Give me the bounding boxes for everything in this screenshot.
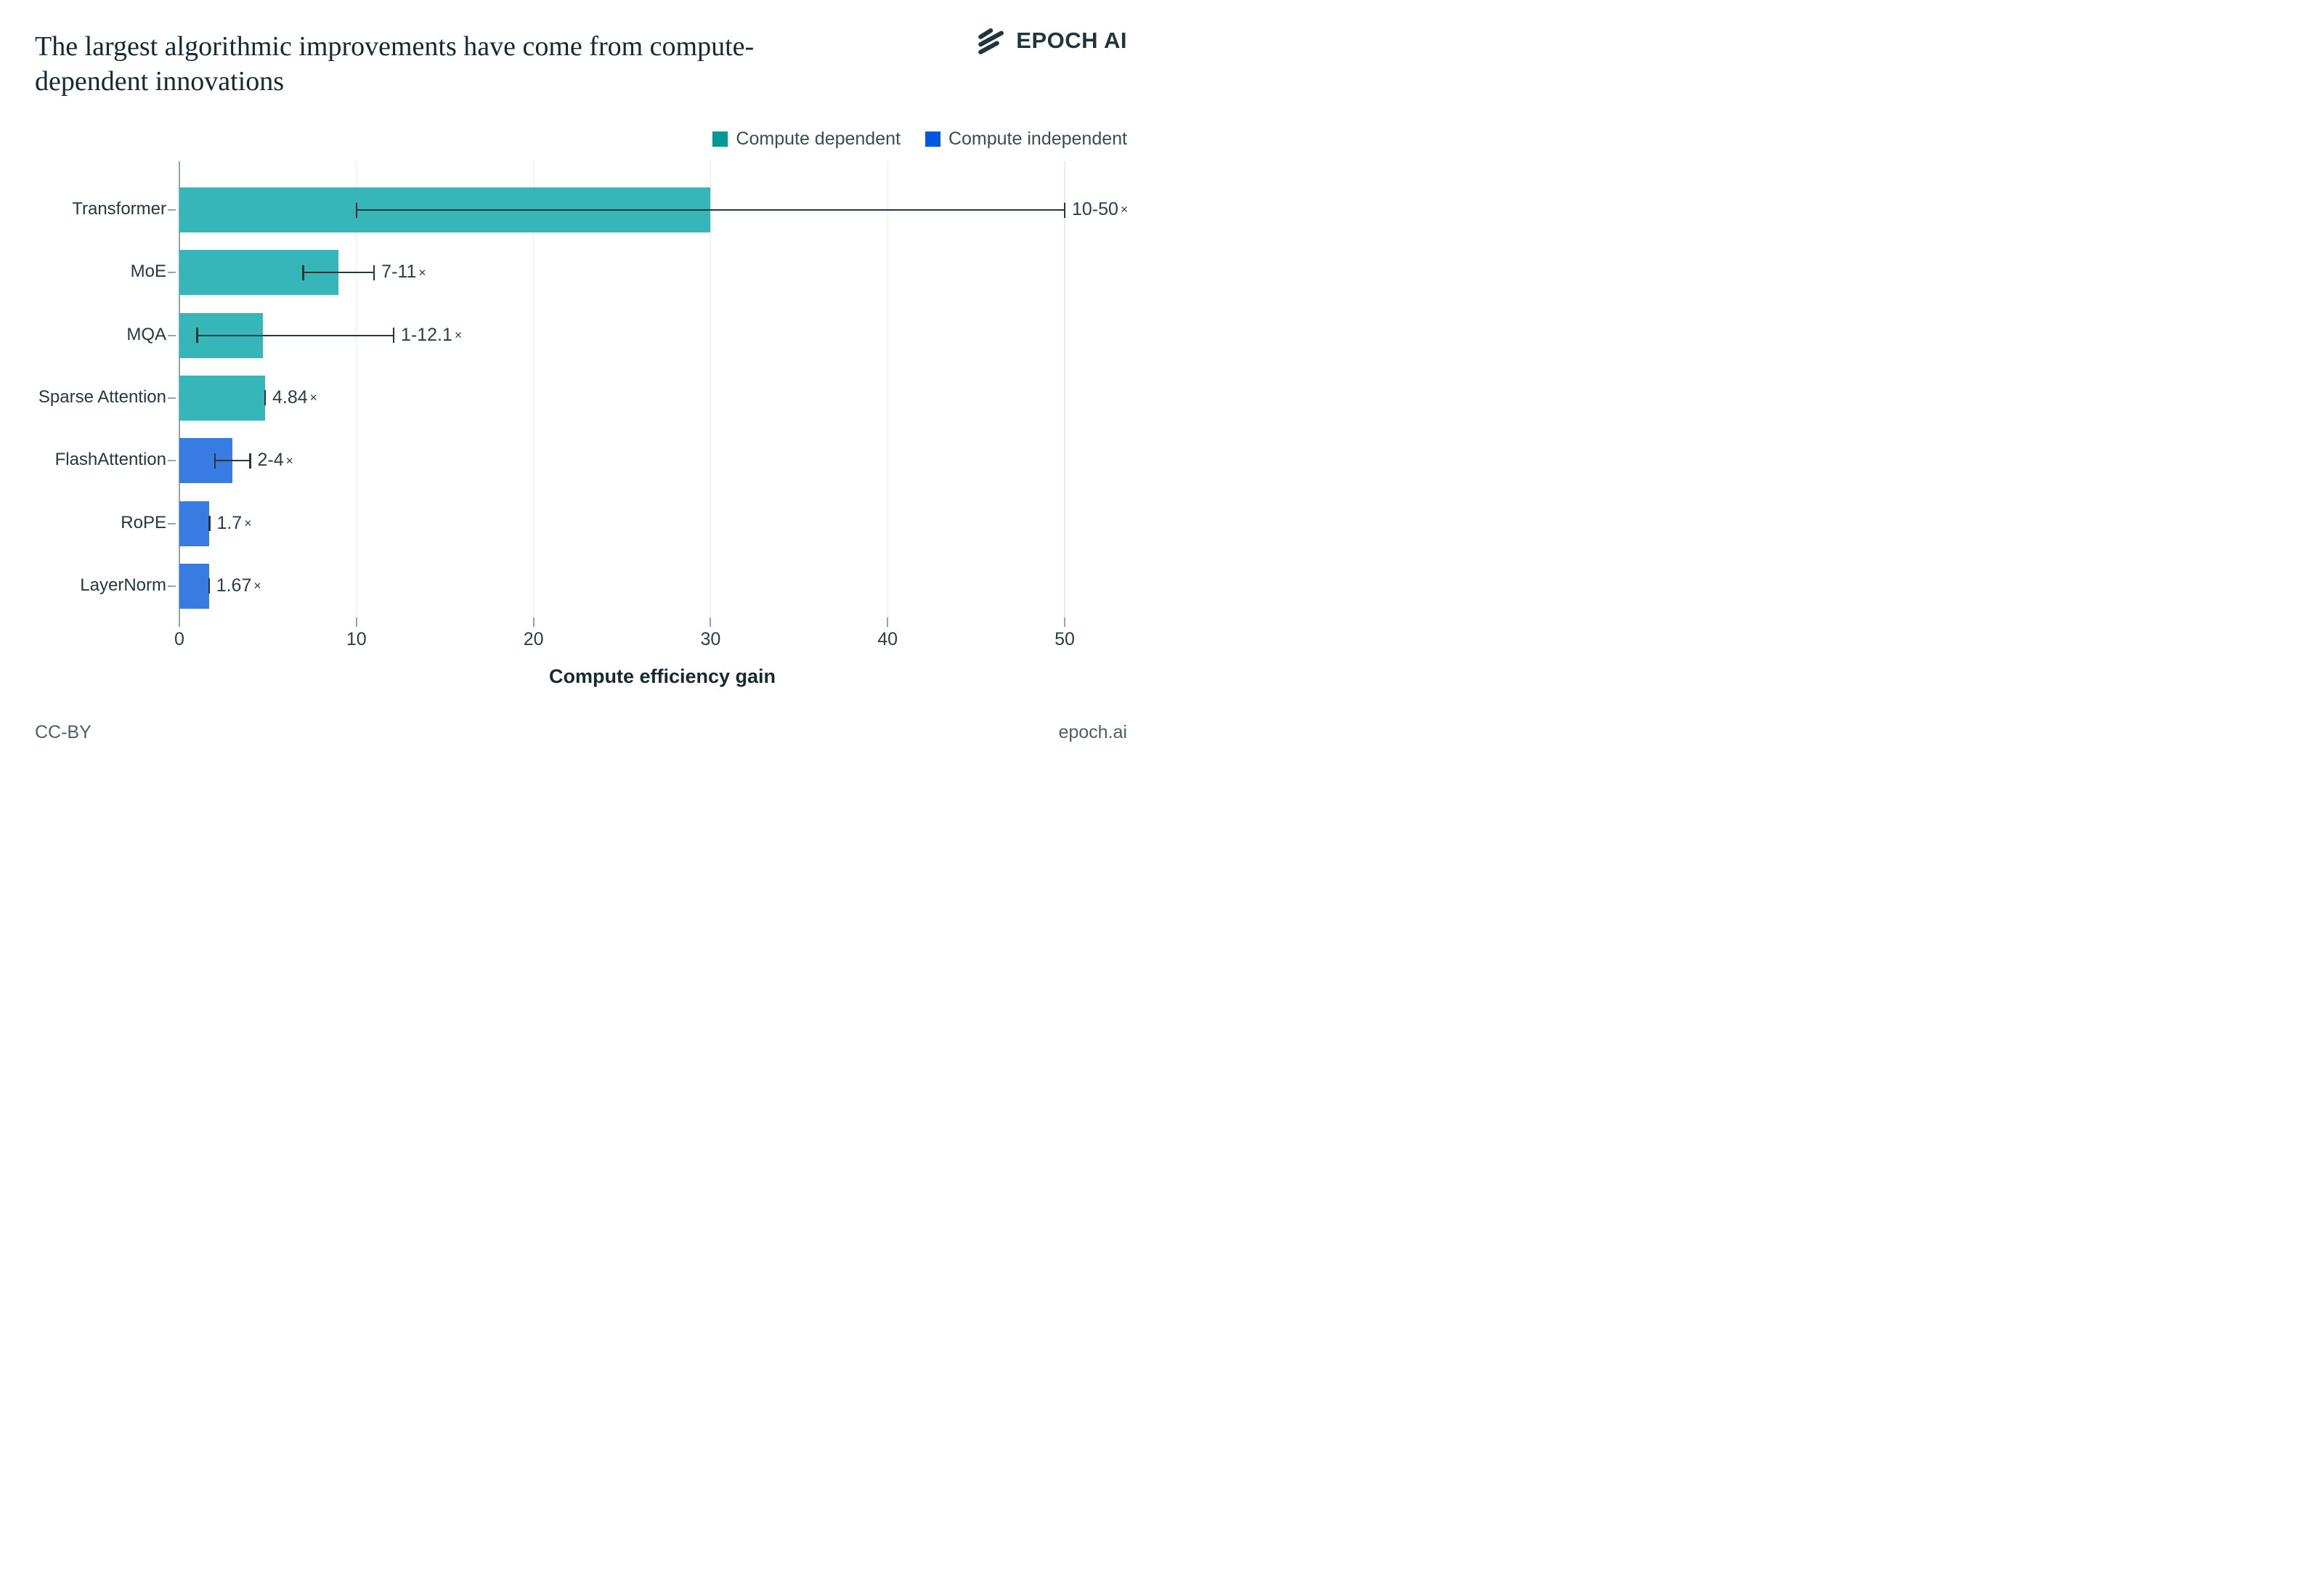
category-tick — [168, 334, 176, 336]
gridline — [532, 161, 535, 617]
error-bar-line — [214, 460, 251, 462]
page-title-line1: The largest algorithmic improvements hav… — [35, 31, 755, 62]
times-symbol: × — [253, 578, 261, 593]
times-symbol: × — [454, 328, 463, 343]
category-label-sparse-attention: Sparse Attention — [38, 386, 166, 407]
x-axis-title: Compute efficiency gain — [548, 665, 776, 687]
value-annotation-mqa: 1-12.1 × — [400, 324, 463, 345]
page-title: The largest algorithmic improvements hav… — [35, 29, 892, 99]
legend-swatch-icon — [712, 131, 728, 147]
category-tick — [168, 272, 176, 274]
category-label-layernorm: LayerNorm — [80, 575, 166, 595]
axis-tick-label: 0 — [174, 629, 184, 649]
legend-label: Compute independent — [948, 129, 1127, 149]
category-tick — [168, 585, 176, 587]
category-label-moe: MoE — [130, 262, 166, 282]
axis-tick — [887, 617, 889, 627]
error-bar-line — [303, 272, 375, 274]
error-bar-cap — [249, 453, 251, 469]
axis-tick-label: 40 — [877, 629, 898, 649]
legend-swatch-icon — [925, 131, 940, 147]
value-marker — [208, 516, 211, 531]
times-symbol: × — [1120, 202, 1129, 217]
times-symbol: × — [309, 390, 317, 405]
times-symbol: × — [244, 515, 252, 530]
category-tick — [168, 209, 176, 211]
epoch-ai-logo: EPOCH AI — [976, 26, 1127, 55]
legend-item-compute-dependent[interactable]: Compute dependent — [712, 129, 901, 150]
axis-tick-label: 50 — [1055, 629, 1075, 649]
axis-tick — [710, 617, 712, 627]
error-bar-line — [197, 334, 394, 336]
epoch-ai-figure: The largest algorithmic improvements hav… — [0, 0, 1162, 786]
gridline — [1064, 161, 1065, 617]
category-label-transformer: Transformer — [72, 199, 166, 219]
category-label-flashattention: FlashAttention — [54, 450, 166, 470]
axis-tick — [1064, 617, 1065, 627]
error-bar-cap — [373, 264, 375, 280]
error-bar-cap — [355, 202, 357, 218]
category-label-mqa: MQA — [126, 324, 166, 344]
epoch-ai-wordmark: EPOCH AI — [1016, 28, 1127, 53]
legend-label: Compute dependent — [736, 129, 901, 149]
error-bar-cap — [214, 453, 216, 469]
epoch-ai-link[interactable]: epoch.ai — [1058, 722, 1127, 742]
category-label-rope: RoPE — [121, 512, 166, 532]
times-symbol: × — [285, 453, 293, 468]
axis-tick — [532, 617, 535, 627]
chart-legend: Compute dependent Compute independent — [712, 129, 1127, 150]
epoch-ai-logo-icon — [978, 28, 1004, 54]
value-annotation-layernorm: 1.67 × — [216, 575, 261, 596]
gridline — [710, 161, 712, 617]
value-annotation-rope: 1.7 × — [216, 512, 252, 533]
category-tick — [168, 460, 176, 462]
bar-chart: 0 10 20 30 40 50 Transformer 10-50 × MoE 7-11 × MQA 1… — [0, 0, 1162, 786]
error-bar-cap — [392, 328, 395, 344]
bar-layernorm — [179, 563, 209, 609]
bar-rope — [179, 501, 210, 546]
gridline — [887, 161, 888, 617]
times-symbol: × — [418, 264, 426, 280]
axis-tick-label: 10 — [346, 629, 367, 649]
value-marker — [208, 578, 210, 594]
license-label: CC-BY — [35, 722, 92, 742]
value-annotation-sparse-attention: 4.84 × — [272, 386, 317, 408]
page-title-line2: dependent innovations — [35, 66, 284, 97]
category-tick — [168, 522, 176, 524]
axis-tick-label: 20 — [523, 629, 544, 649]
gridline — [356, 161, 357, 617]
legend-item-compute-independent[interactable]: Compute independent — [925, 129, 1127, 150]
value-annotation-moe: 7-11 × — [381, 262, 426, 283]
value-marker — [264, 390, 267, 406]
value-annotation-flashattention: 2-4 × — [257, 450, 293, 471]
bar-sparse-attention — [179, 375, 265, 421]
category-tick — [168, 397, 176, 399]
axis-tick — [355, 617, 357, 627]
error-bar-cap — [1063, 202, 1066, 218]
error-bar-line — [356, 208, 1065, 211]
value-annotation-transformer: 10-50 × — [1072, 199, 1129, 219]
axis-tick-label: 30 — [700, 629, 721, 649]
error-bar-cap — [196, 328, 198, 344]
error-bar-cap — [302, 264, 304, 280]
